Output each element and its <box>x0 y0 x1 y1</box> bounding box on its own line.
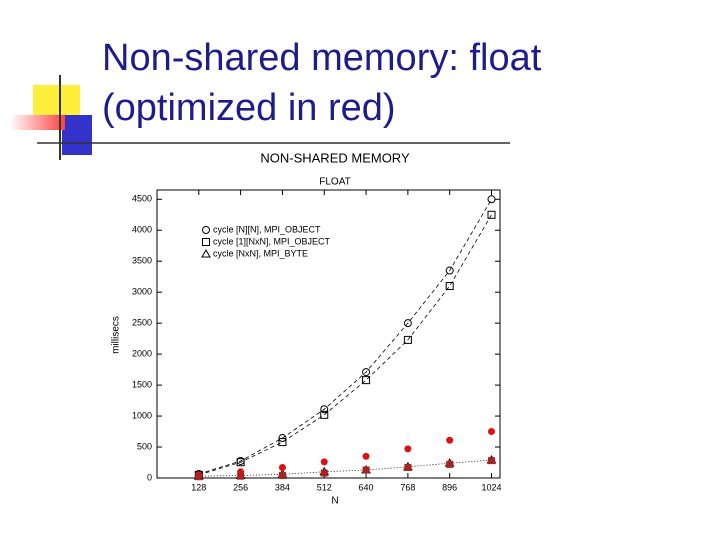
data-point <box>278 472 286 480</box>
x-tick-label: 896 <box>442 482 457 492</box>
data-point <box>362 368 371 377</box>
legend-label: cycle [1][NxN], MPI_OBJECT <box>213 236 331 246</box>
data-point <box>278 463 286 471</box>
data-point <box>278 438 287 447</box>
deco-red <box>10 115 65 130</box>
data-point <box>320 458 328 466</box>
x-tick-label: 384 <box>275 482 290 492</box>
data-point <box>488 457 496 465</box>
data-point <box>362 452 370 460</box>
x-tick-label: 256 <box>233 482 248 492</box>
legend-label: cycle [NxN], MPI_BYTE <box>213 248 308 258</box>
legend-marker <box>202 226 210 234</box>
data-point <box>445 266 454 275</box>
chart-title: NON-SHARED MEMORY <box>260 150 410 165</box>
data-point <box>195 473 203 481</box>
data-point <box>403 319 412 328</box>
series-line <box>198 459 492 477</box>
data-point <box>487 195 496 204</box>
y-tick-label: 3500 <box>132 256 152 266</box>
data-point <box>488 428 496 436</box>
data-point <box>487 210 496 219</box>
x-tick-label: 512 <box>317 482 332 492</box>
slide-title: (optimized in red) <box>102 87 396 129</box>
data-point <box>362 466 370 474</box>
y-tick-label: 4500 <box>132 194 152 204</box>
data-point <box>320 410 329 419</box>
y-tick-label: 1000 <box>132 410 152 420</box>
y-tick-label: 0 <box>147 472 152 482</box>
x-tick-label: 128 <box>191 482 206 492</box>
y-axis-label: millisecs <box>111 316 122 354</box>
data-point <box>403 335 412 344</box>
slide-title: Non-shared memory: float <box>102 37 542 79</box>
y-tick-label: 2500 <box>132 318 152 328</box>
data-point <box>237 472 245 480</box>
x-tick-label: 768 <box>400 482 415 492</box>
y-tick-label: 4000 <box>132 225 152 235</box>
data-point <box>404 445 412 453</box>
y-tick-label: 1500 <box>132 379 152 389</box>
data-point <box>278 434 287 443</box>
plot-frame <box>156 189 501 479</box>
series-line <box>198 199 492 475</box>
legend-marker <box>201 248 211 258</box>
y-tick-label: 3000 <box>132 287 152 297</box>
data-point <box>320 405 329 414</box>
data-point <box>404 463 412 471</box>
series-line <box>198 214 492 476</box>
x-tick-label: 640 <box>359 482 374 492</box>
data-point <box>362 376 371 385</box>
data-point <box>446 436 454 444</box>
chart-subtitle: FLOAT <box>319 177 350 188</box>
legend-label: cycle [N][N], MPI_OBJECT <box>213 224 321 234</box>
data-point <box>446 460 454 468</box>
data-point <box>236 458 245 467</box>
y-tick-label: 2000 <box>132 349 152 359</box>
data-point <box>320 469 328 477</box>
deco-blue <box>62 115 92 155</box>
x-axis-label: N <box>331 496 338 507</box>
data-point <box>445 282 454 290</box>
y-tick-label: 500 <box>137 441 152 451</box>
x-tick-label: 1024 <box>481 482 501 492</box>
legend-marker <box>202 238 210 246</box>
